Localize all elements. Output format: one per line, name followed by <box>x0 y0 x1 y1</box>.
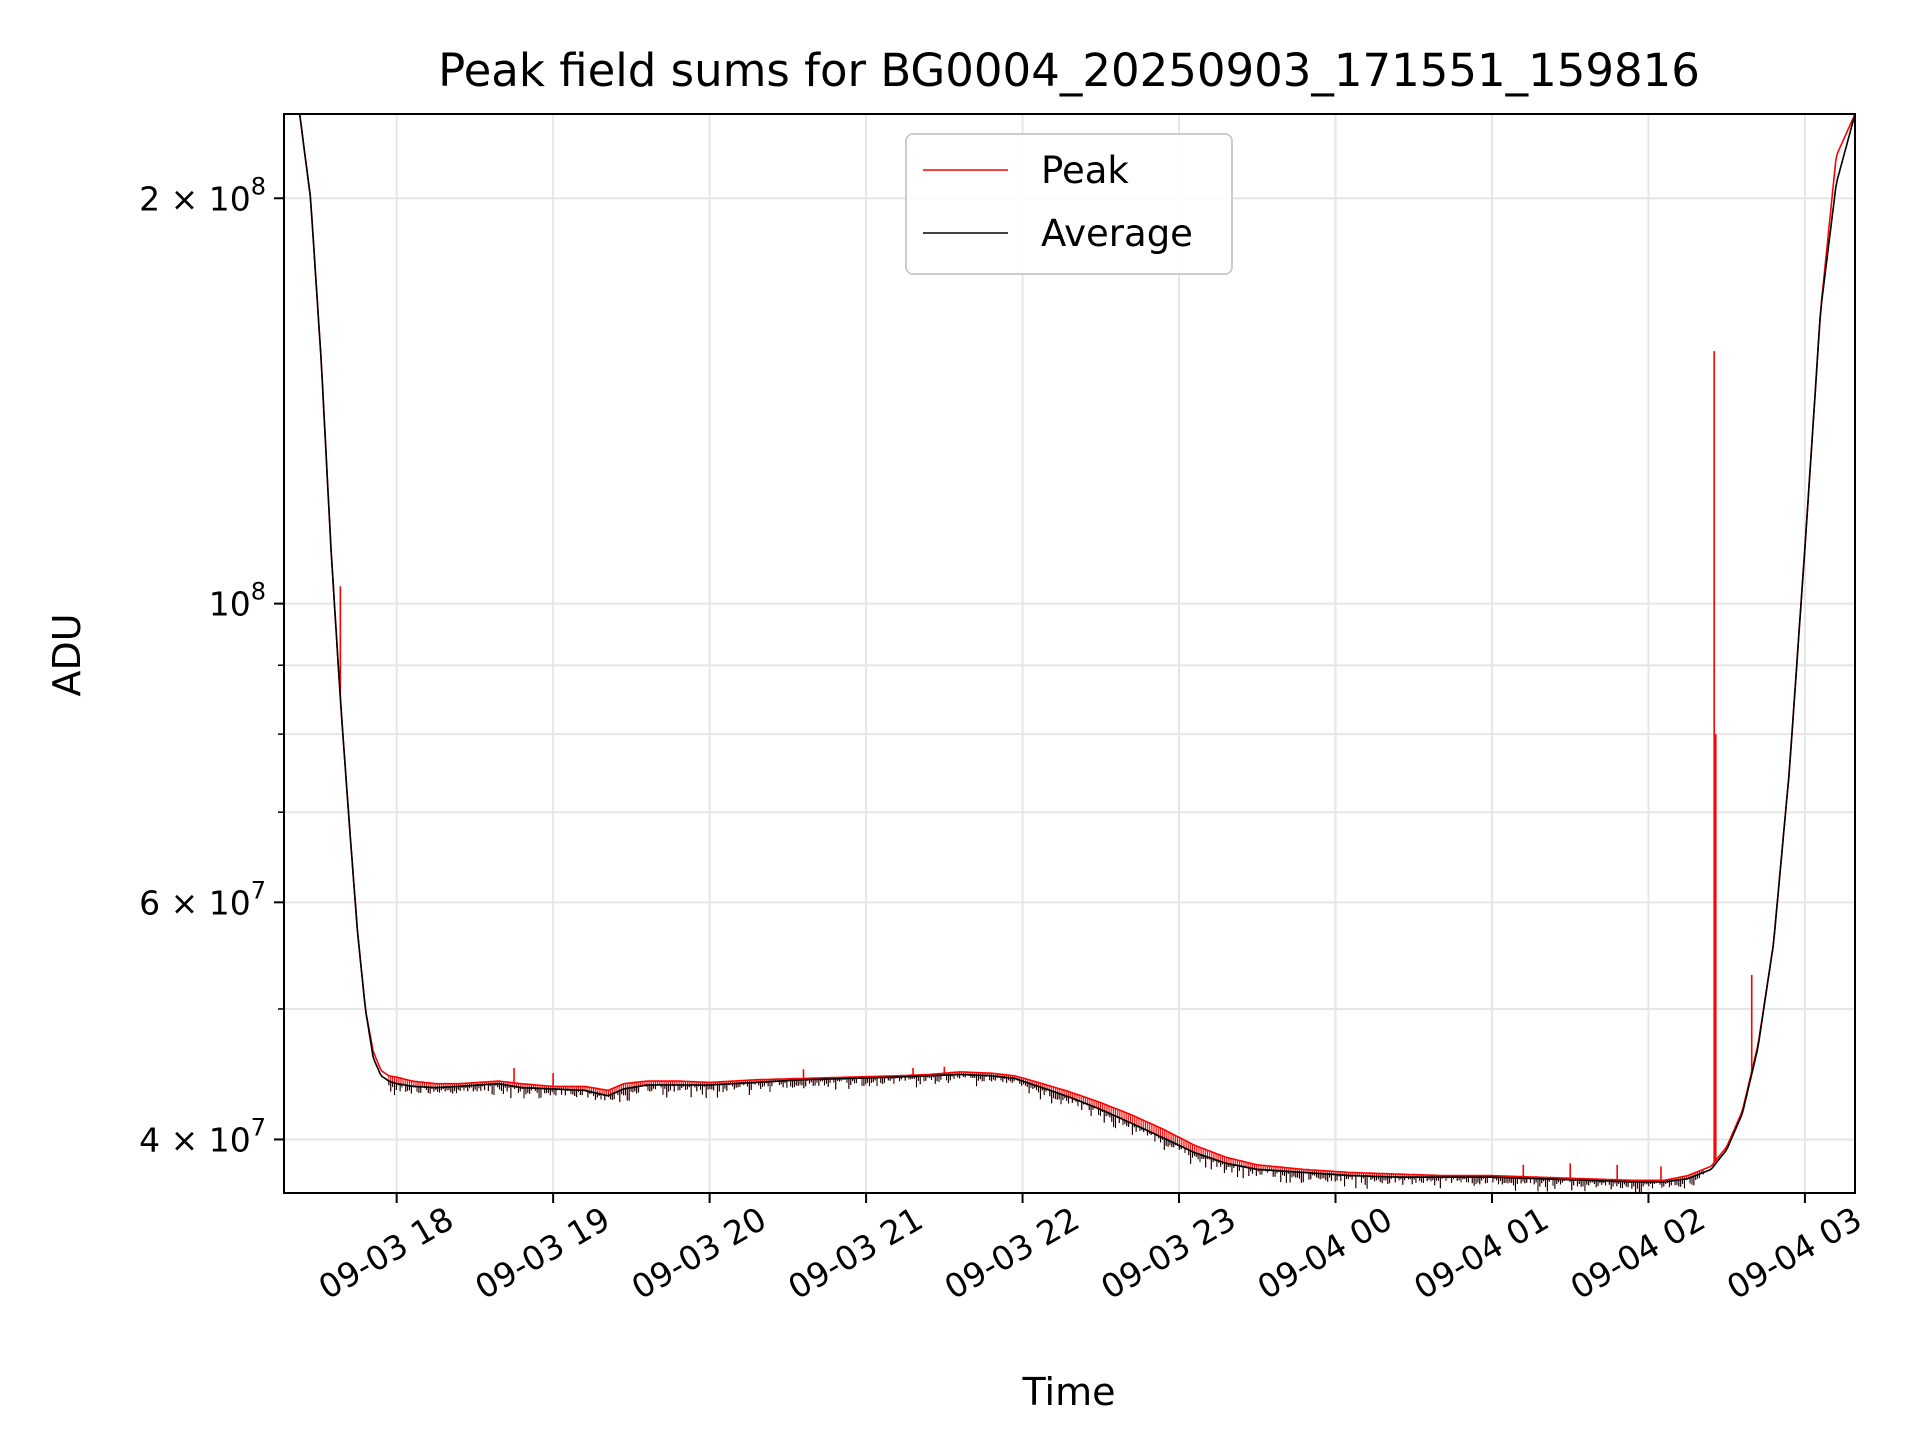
peak-series-spikes <box>339 351 1753 1181</box>
y-axis-label: ADU <box>45 613 89 696</box>
peak-series-line <box>284 114 1855 1182</box>
y-axis: 4 × 107 6 × 107 108 2 × 108 <box>139 172 284 1159</box>
legend-average-label: Average <box>1041 212 1193 255</box>
y-tick-label: 4 × 107 <box>139 1113 266 1159</box>
x-axis-label: Time <box>1022 1370 1116 1414</box>
legend-peak-label: Peak <box>1041 149 1129 192</box>
chart-title: Peak field sums for BG0004_20250903_1715… <box>438 44 1700 97</box>
legend-box <box>905 133 1233 275</box>
y-tick-label: 6 × 107 <box>139 876 266 922</box>
y-tick-label: 108 <box>209 578 266 624</box>
plot-frame <box>283 113 1856 1194</box>
y-tick-label: 2 × 108 <box>139 172 266 218</box>
plot-area <box>284 114 1855 1193</box>
legend: Peak Average <box>905 133 1233 275</box>
average-series-line <box>284 114 1855 1183</box>
